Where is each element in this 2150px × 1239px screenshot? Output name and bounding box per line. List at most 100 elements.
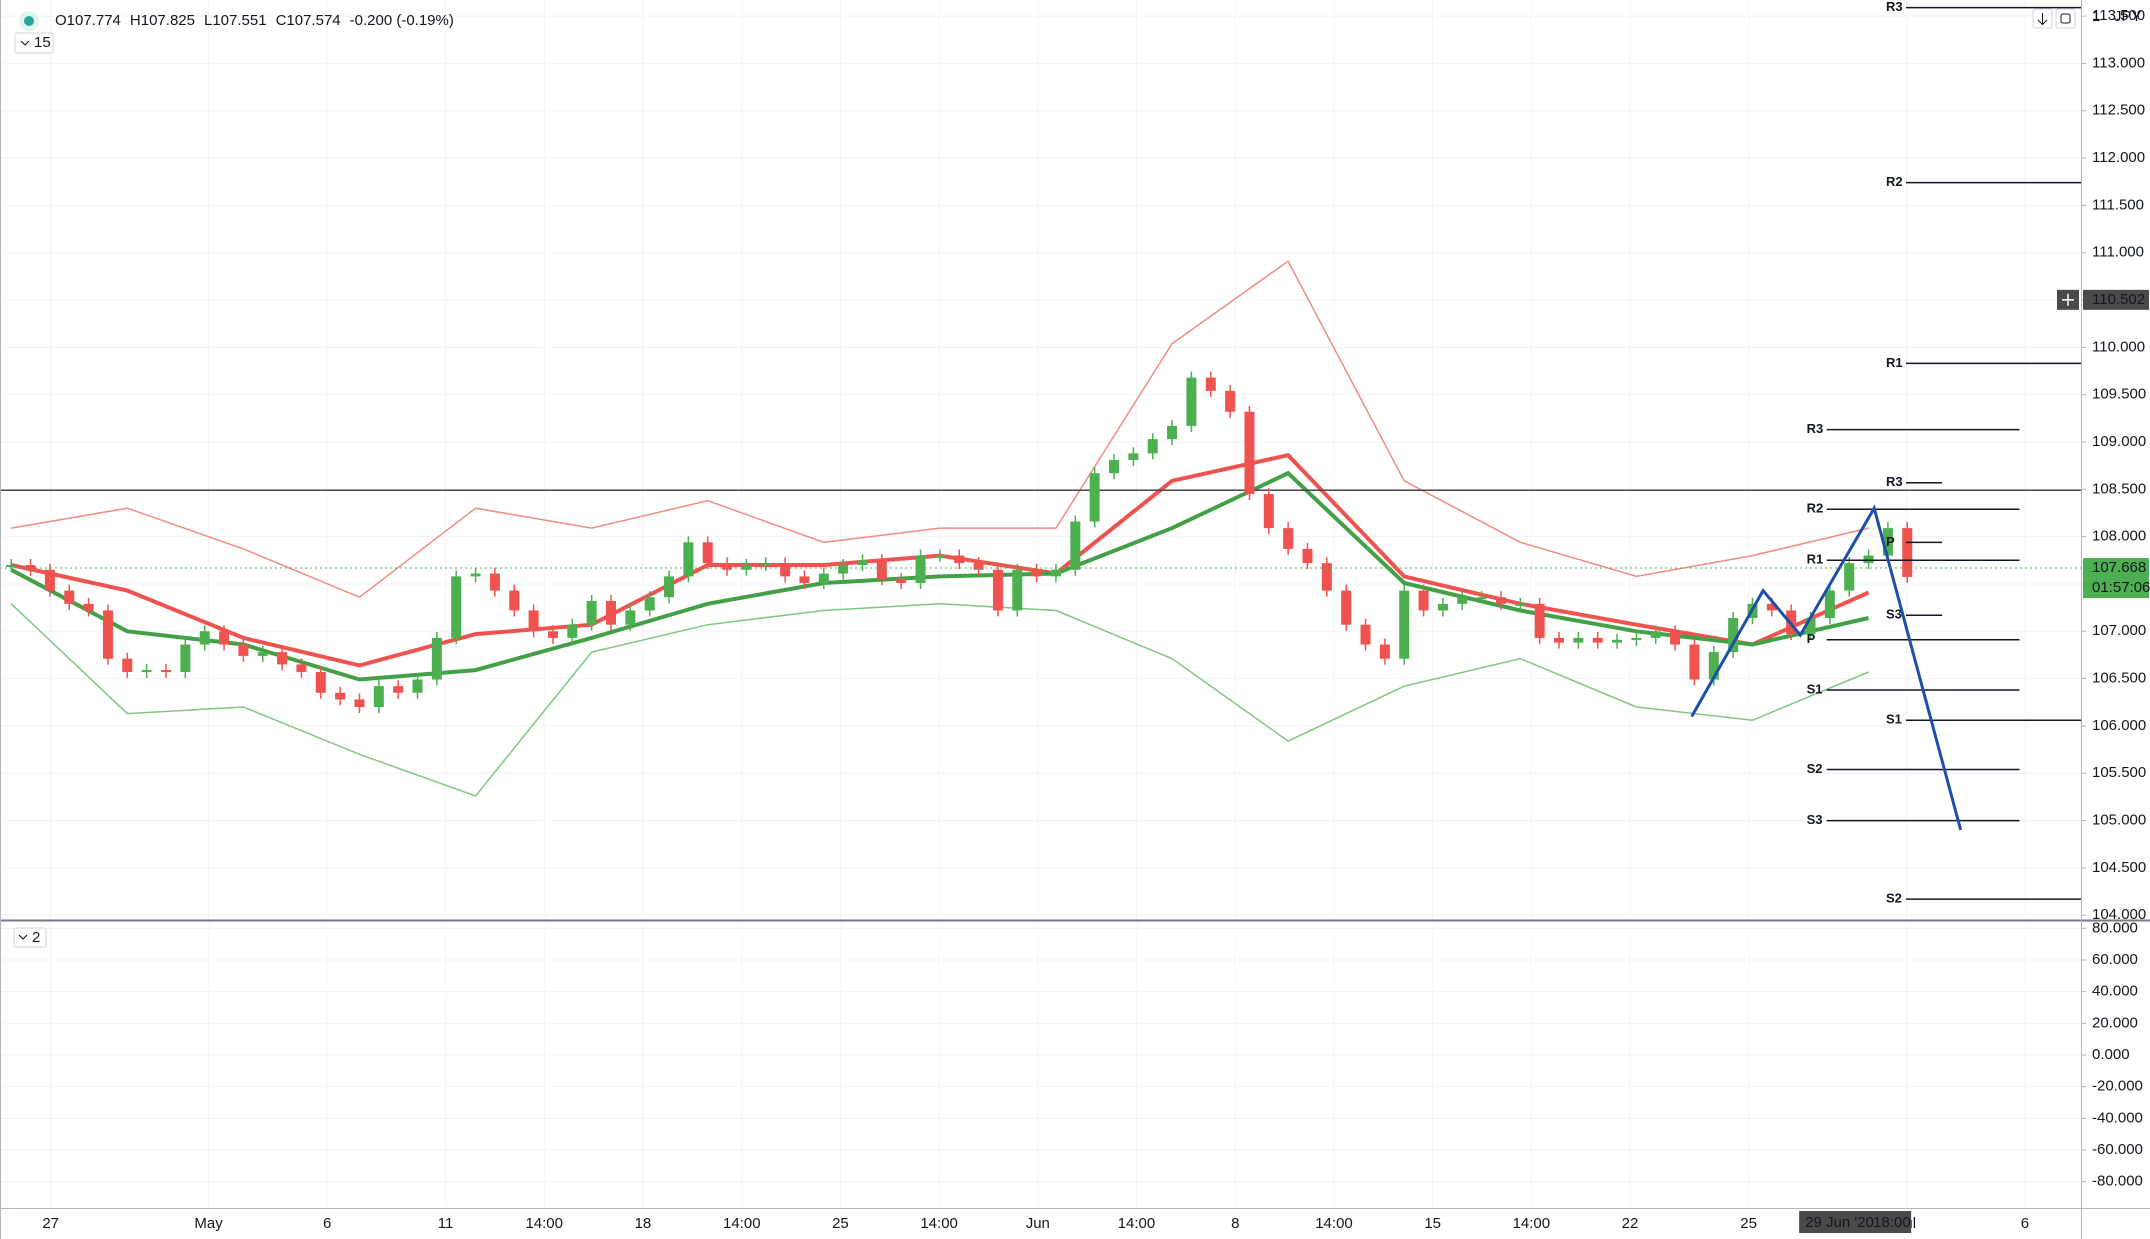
pivot-label: R1	[1886, 355, 1903, 370]
candle	[1592, 637, 1603, 643]
crosshair-price-box	[2083, 289, 2149, 310]
last-price-label: 107.668	[2092, 559, 2146, 576]
candle	[1031, 569, 1042, 577]
x-tick-label: 6	[2021, 1215, 2029, 1232]
ohlc-value: 107.551	[212, 12, 266, 29]
ohlc-key: L	[204, 12, 212, 29]
candle	[915, 555, 926, 584]
x-tick-label: May	[194, 1215, 223, 1232]
candle	[818, 573, 829, 584]
pivot-label: R3	[1886, 0, 1903, 14]
candle	[1205, 377, 1216, 391]
x-tick-label: 6	[323, 1215, 331, 1232]
candle	[431, 637, 442, 680]
overlay-line	[11, 260, 1869, 599]
candle	[644, 597, 655, 611]
candle	[1766, 603, 1777, 611]
candle	[25, 565, 36, 570]
candle	[1089, 473, 1100, 522]
candle	[122, 658, 133, 672]
y-tick-label: 113.500	[2092, 7, 2145, 24]
ohlc-value: 107.774	[67, 12, 121, 29]
y-tick-label: 108.500	[2092, 480, 2146, 497]
candle	[1147, 439, 1158, 454]
pivot-label: S3	[1886, 607, 1902, 622]
pivot-label: R1	[1807, 552, 1824, 567]
y-tick-label: 108.000	[2092, 528, 2146, 545]
y-tick-label: 110.000	[2092, 338, 2145, 355]
pivot-label: S1	[1807, 681, 1823, 696]
candle	[722, 563, 733, 570]
osc-legend-box[interactable]	[13, 927, 47, 948]
chevron	[18, 934, 28, 940]
candle	[199, 631, 210, 645]
candle	[702, 542, 713, 564]
x-tick-label: 25	[832, 1215, 849, 1232]
candle	[1244, 411, 1255, 495]
pivot-label: R2	[1886, 174, 1903, 189]
candle	[1263, 494, 1274, 529]
candle	[393, 686, 404, 693]
y-tick-label: 109.000	[2092, 433, 2146, 450]
candle	[741, 565, 752, 570]
candle	[896, 579, 907, 584]
candle	[102, 610, 113, 659]
crosshair-price-label: 110.502	[2092, 291, 2145, 308]
candle	[664, 576, 675, 598]
y-tick-label: 0.000	[2092, 1046, 2130, 1063]
y-tick-label: 105.500	[2092, 764, 2146, 781]
candle	[257, 652, 268, 656]
y-tick-label: 111.000	[2092, 244, 2144, 261]
candle	[1321, 563, 1332, 591]
candle	[509, 590, 520, 611]
ohlc-key: H	[130, 12, 141, 29]
candle	[44, 569, 55, 591]
candle	[1437, 603, 1448, 611]
interval-box[interactable]	[14, 32, 54, 54]
reset-icon	[2060, 13, 2071, 24]
candle	[799, 576, 810, 584]
countdown-label: 01:57:06	[2092, 579, 2150, 596]
pivot-label: S2	[1886, 891, 1902, 906]
candle	[1012, 569, 1023, 611]
candle	[412, 679, 423, 693]
candle	[296, 664, 307, 672]
currency-label: JPY	[2114, 8, 2142, 25]
symbol-icon-dot	[24, 16, 34, 26]
overlay-line	[10, 603, 1869, 797]
ohlc-key: C	[276, 12, 287, 29]
candle	[683, 542, 694, 577]
pivot-label: S1	[1886, 712, 1902, 727]
ohlc-value: 107.574	[286, 12, 340, 29]
y-tick-label: 111.500	[2092, 196, 2144, 213]
reset-button[interactable]	[2055, 8, 2076, 29]
x-tick-label: 18	[635, 1215, 652, 1232]
pivot-label: R3	[1886, 474, 1903, 489]
candle	[238, 644, 249, 656]
y-tick-label: 105.000	[2092, 812, 2146, 829]
candle	[1283, 528, 1294, 549]
candle	[1128, 453, 1139, 460]
x-tick-label: 14:00	[525, 1215, 563, 1232]
candle	[1554, 637, 1565, 643]
add-icon	[2062, 293, 2074, 306]
scale-label: 1	[2092, 8, 2100, 25]
candle	[1728, 618, 1739, 653]
pivot-label: P	[1886, 534, 1895, 549]
candle	[1495, 597, 1506, 604]
candle	[1050, 569, 1061, 577]
candle	[1515, 603, 1526, 606]
candle	[1360, 624, 1371, 645]
y-tick-label: -40.000	[2092, 1109, 2143, 1126]
candle	[1167, 425, 1178, 440]
x-tick-label: 15	[1424, 1215, 1441, 1232]
candle	[1186, 377, 1197, 426]
candle	[1844, 563, 1855, 591]
crosshair-date: 29 Jun '20	[1805, 1214, 1874, 1231]
candle	[528, 610, 539, 632]
candle	[857, 560, 868, 566]
candle	[219, 631, 230, 645]
